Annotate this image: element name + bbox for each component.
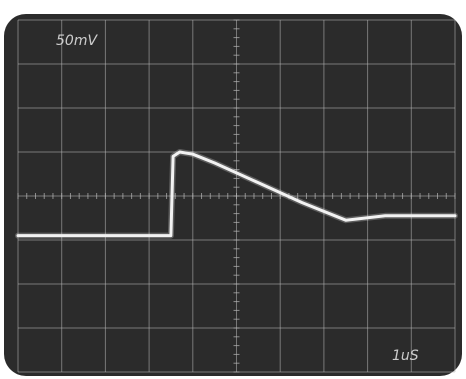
graticule	[17, 19, 456, 373]
signal-trace	[16, 150, 457, 238]
trace-layer	[15, 149, 458, 239]
screen-background	[4, 14, 462, 376]
vertical-scale-label: 50mV	[56, 33, 98, 49]
time-scale-label: 1uS	[392, 348, 419, 364]
